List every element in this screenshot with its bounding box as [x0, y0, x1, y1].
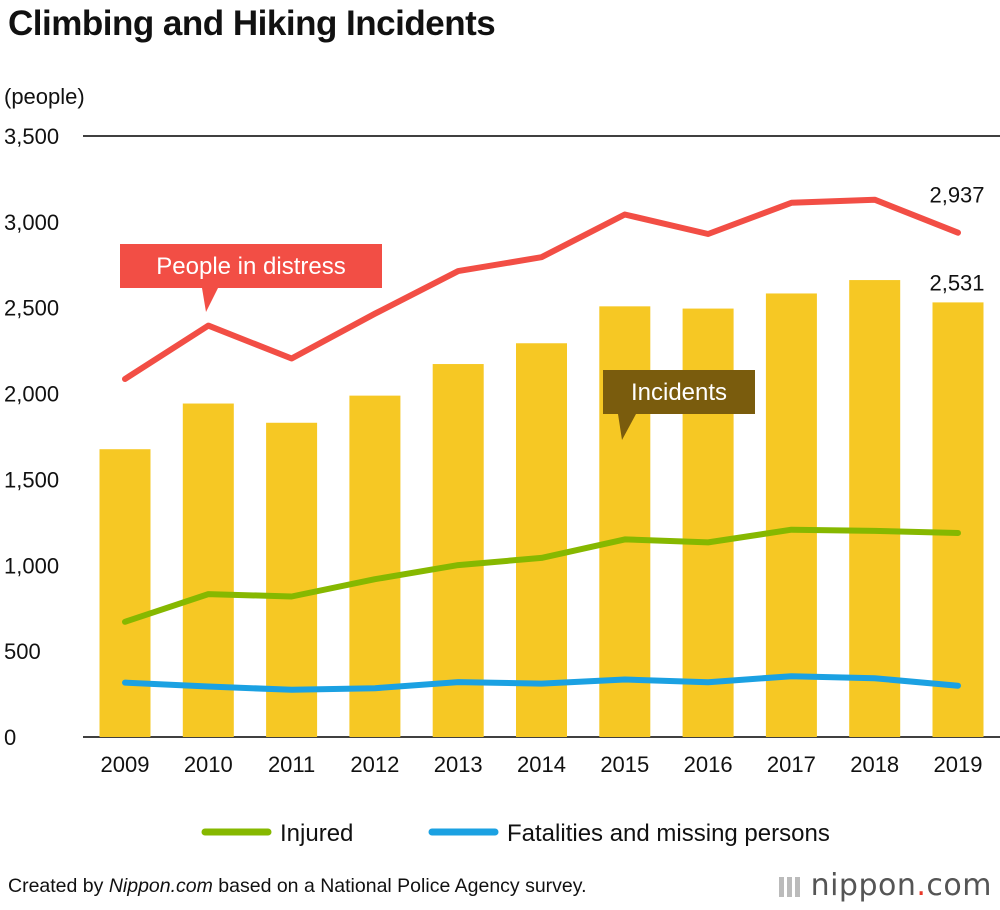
incidents-bar [849, 280, 901, 737]
incidents-bar [99, 449, 151, 737]
x-tick-label: 2015 [600, 752, 649, 777]
x-tick-label: 2018 [850, 752, 899, 777]
x-tick-label: 2014 [517, 752, 566, 777]
y-tick-label: 1,000 [4, 553, 59, 578]
incidents-bar [349, 395, 401, 737]
incidents-bar [266, 422, 318, 737]
distress-end-label: 2,937 [929, 183, 984, 208]
legend-fatalities-label: Fatalities and missing persons [507, 820, 830, 847]
y-tick-label: 0 [4, 725, 16, 750]
y-tick-label: 500 [4, 639, 41, 664]
x-tick-label: 2010 [184, 752, 233, 777]
incidents-end-label: 2,531 [929, 270, 984, 295]
chart-title: Climbing and Hiking Incidents [8, 4, 496, 43]
incidents-bar [516, 343, 567, 737]
incidents-bar [432, 364, 484, 737]
distress-callout-box [120, 244, 382, 312]
y-tick-label: 2,500 [4, 296, 59, 321]
x-tick-label: 2017 [767, 752, 816, 777]
incidents-callout-label: Incidents [631, 379, 727, 406]
source-credit: Created by Nippon.com based on a Nationa… [8, 875, 587, 898]
logo-dot: . [916, 868, 927, 903]
credit-prefix: Created by [8, 875, 109, 897]
fatalities-line [122, 673, 961, 693]
nippon-logo: nippon.com [778, 868, 992, 903]
y-tick-label: 1,500 [4, 467, 59, 492]
incidents-bar [932, 302, 984, 737]
incidents-callout-box [603, 370, 755, 440]
y-tick-label: 2,000 [4, 382, 59, 407]
distress-line [122, 196, 961, 382]
y-tick-label: 3,000 [4, 210, 59, 235]
distress-callout-label: People in distress [156, 253, 345, 280]
logo-name: nippon [810, 868, 917, 903]
y-tick-label: 3,500 [4, 124, 59, 149]
logo-tld: com [926, 868, 992, 903]
credit-suffix: based on a National Police Agency survey… [212, 875, 587, 897]
x-tick-label: 2012 [350, 752, 399, 777]
x-tick-label: 2013 [434, 752, 483, 777]
x-tick-label: 2019 [934, 752, 983, 777]
incidents-bar [182, 403, 234, 737]
x-tick-label: 2011 [268, 752, 315, 777]
credit-source: Nippon.com [108, 875, 213, 897]
y-axis-label: (people) [4, 84, 85, 109]
incidents-bar [765, 293, 817, 737]
legend-injured-label: Injured [280, 820, 353, 847]
injured-line [122, 526, 961, 625]
x-tick-label: 2016 [684, 752, 733, 777]
logo-mark-icon [778, 868, 803, 903]
x-tick-label: 2009 [101, 752, 150, 777]
